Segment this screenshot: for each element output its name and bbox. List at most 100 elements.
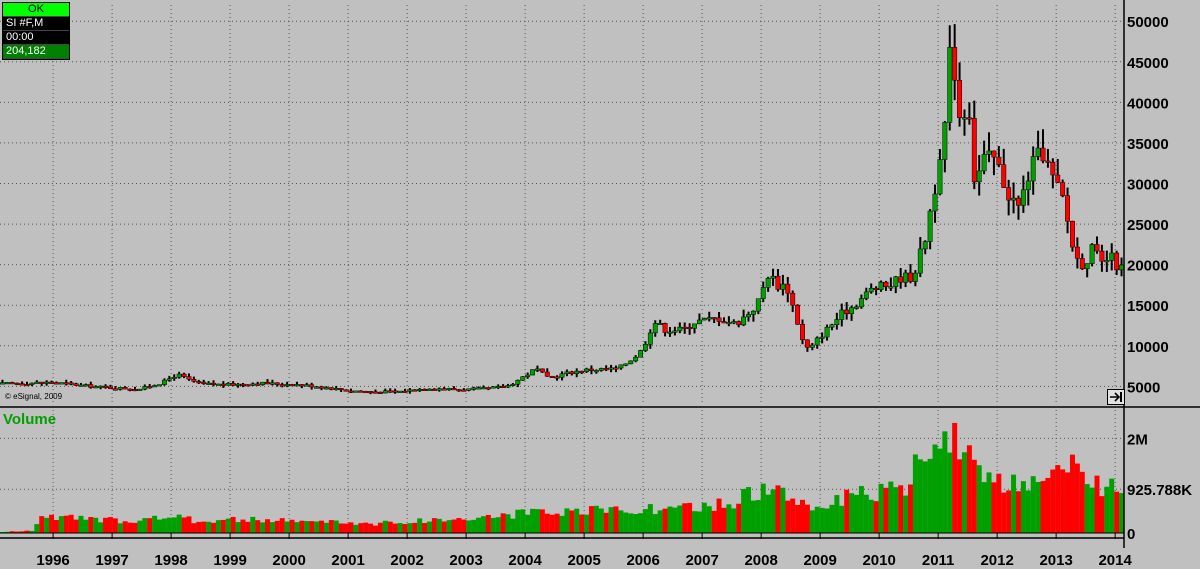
volume-bar [466,520,472,533]
candle-body [554,376,560,379]
candle-body [1035,147,1041,157]
candle-body [245,384,251,387]
volume-bar [510,518,516,533]
volume-bar [588,506,594,533]
scroll-right-icon[interactable] [1107,389,1125,405]
volume-bar [279,518,285,533]
candle-body [584,368,589,372]
volume-bar [638,513,644,533]
candle-body [63,382,69,385]
volume-bar [485,514,491,533]
volume-bar [692,511,698,533]
volume-bar [309,521,315,533]
candle-body [647,332,653,345]
volume-bar [750,500,756,533]
candle-body [348,390,354,393]
x-tick-label: 2001 [331,552,364,569]
candle-body [176,373,182,378]
volume-bar [800,499,806,533]
volume-bar [407,523,413,533]
candle-body [520,376,526,381]
candle-body [328,387,334,390]
volume-bar [819,507,825,533]
candle-body [358,390,364,393]
volume-bar [687,502,693,533]
candle-body [230,382,236,386]
candle-body [343,389,349,392]
volume-bar [903,495,909,533]
volume-bar [986,472,992,533]
candle-body [289,384,295,387]
volume-bar [348,522,354,533]
volume-bar [338,523,344,533]
volume-bar [353,524,359,533]
volume-bar [947,452,953,533]
candle-body [971,118,977,183]
candle-body [839,309,845,320]
candle-body [510,383,516,386]
volume-bar [711,510,717,533]
candle-body [721,321,727,324]
volume-bar [549,514,555,533]
candle-body [726,322,732,325]
candle-body [898,276,904,283]
volume-bar [274,520,280,533]
volume-bar [490,517,496,533]
x-tick-label: 2005 [567,552,600,569]
volume-bar [422,523,428,533]
volume-bar [672,507,678,533]
candle-body [152,385,158,388]
value-label: 204,182 [3,45,69,59]
candle-body [1089,244,1095,264]
volume-bar [809,510,815,533]
x-tick-label: 2000 [272,552,305,569]
candle-body [240,383,246,386]
volume-bar [937,448,943,533]
candle-body [564,371,570,374]
candle-body [73,383,79,386]
volume-bar [446,520,452,533]
candle-body [525,374,531,378]
x-tick-label: 2006 [626,552,659,569]
price-tick-label: 5000 [1127,379,1160,396]
candle-body [93,386,99,389]
candle-body [1011,197,1017,201]
candle-body [731,321,737,324]
volume-bar [220,519,226,533]
volume-bar [726,504,732,533]
candle-body [323,387,329,390]
status-badge[interactable]: OK [3,3,69,17]
candle-body [171,376,177,380]
volume-bar [1074,463,1080,533]
candle-body [495,385,501,388]
x-tick-label: 2008 [744,552,777,569]
candle-body [579,370,585,373]
volume-bar [107,517,113,533]
volume-bar [1060,469,1066,533]
volume-bar [981,482,987,533]
volume-bar [755,500,761,533]
candle-body [618,364,624,369]
candle-body [672,330,678,333]
volume-bar [142,518,148,533]
volume-bar [58,516,64,533]
candle-body [309,384,315,388]
candle-body [785,283,791,294]
volume-bar [628,513,634,533]
volume-bar [829,504,835,533]
candle-body [407,389,413,392]
volume-bar [701,502,707,533]
volume-bar [1025,490,1031,533]
candle-body [269,382,275,385]
candle-body [471,387,477,390]
candle-body [623,363,629,366]
volume-bar [677,505,683,533]
x-tick-label: 1997 [95,552,128,569]
candle-body [137,388,143,391]
candle-body [638,350,643,358]
candle-body [279,384,285,387]
volume-bar [1109,478,1115,533]
volume-bar [1089,487,1095,533]
candle-body [53,382,59,385]
candle-body [863,291,869,299]
